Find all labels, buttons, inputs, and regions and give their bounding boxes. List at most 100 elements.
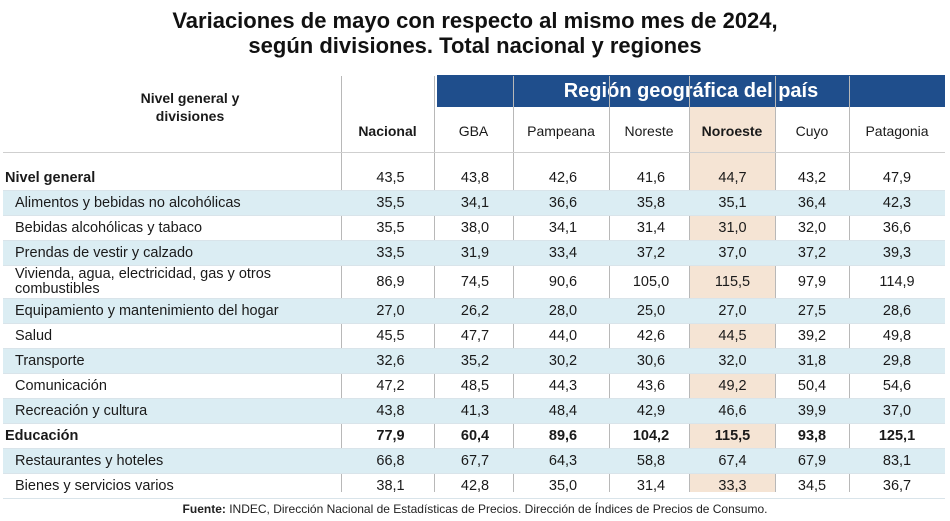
cell-pampeana: 30,2 (548, 353, 578, 369)
cell-nacional: 32,6 (376, 353, 405, 369)
cell-gba: 60,4 (460, 428, 490, 444)
cell-cuyo: 93,8 (797, 428, 827, 444)
cell-noreste: 35,8 (636, 195, 666, 211)
cell-cuyo: 50,4 (797, 378, 827, 394)
cell-nacional: 66,8 (376, 453, 405, 469)
cell-patagonia: 39,3 (882, 245, 912, 261)
cell-nacional: 38,1 (376, 478, 405, 494)
cell-pampeana: 35,0 (548, 478, 578, 494)
cell-gba: 35,2 (460, 353, 490, 369)
cell-pampeana: 28,0 (548, 303, 578, 319)
row-label: Restaurantes y hoteles (15, 453, 164, 469)
cell-noroeste: 44,7 (718, 170, 747, 186)
cell-pampeana: 44,3 (548, 378, 578, 394)
row-label: Recreación y cultura (15, 403, 148, 419)
cell-noreste: 25,0 (636, 303, 666, 319)
table-row-educacion: Educación 77,9 60,4 89,6 104,2 115,5 93,… (3, 424, 945, 449)
cell-noreste: 31,4 (636, 478, 666, 494)
cell-gba: 48,5 (460, 378, 490, 394)
cell-patagonia: 42,3 (882, 195, 912, 211)
cell-pampeana: 48,4 (548, 403, 578, 419)
table-row: Restaurantes y hoteles 66,8 67,7 64,3 58… (3, 449, 945, 474)
cell-noroeste: 67,4 (718, 453, 747, 469)
cell-cuyo: 97,9 (797, 274, 827, 290)
table-body: Nivel general 43,5 43,8 42,6 41,6 44,7 4… (3, 166, 945, 499)
source-note: Fuente: INDEC, Dirección Nacional de Est… (0, 502, 950, 516)
cell-patagonia: 125,1 (878, 428, 916, 444)
cell-gba: 31,9 (460, 245, 490, 261)
row-label: Bebidas alcohólicas y tabaco (15, 220, 203, 236)
title-line-2: según divisiones. Total nacional y regio… (248, 33, 702, 58)
cell-cuyo: 67,9 (797, 453, 827, 469)
cell-noreste: 31,4 (636, 220, 666, 236)
cell-noroeste: 46,6 (718, 403, 747, 419)
table-row: Bienes y servicios varios 38,1 42,8 35,0… (3, 474, 945, 499)
cell-patagonia: 36,6 (882, 220, 912, 236)
cell-pampeana: 33,4 (548, 245, 578, 261)
cell-nacional: 35,5 (376, 220, 405, 236)
title-line-1: Variaciones de mayo con respecto al mism… (172, 8, 778, 33)
cell-pampeana: 44,0 (548, 328, 578, 344)
cell-patagonia: 114,9 (879, 274, 915, 290)
cell-cuyo: 39,9 (797, 403, 827, 419)
cell-nacional: 47,2 (376, 378, 405, 394)
cell-noreste: 43,6 (636, 378, 666, 394)
cell-noroeste: 49,2 (718, 378, 747, 394)
cell-nacional: 43,5 (376, 170, 405, 186)
table-row: Comunicación 47,2 48,5 44,3 43,6 49,2 50… (3, 374, 945, 399)
cell-gba: 26,2 (460, 303, 490, 319)
divider-line (775, 76, 776, 492)
row-label: Educación (5, 428, 79, 444)
cell-noreste: 105,0 (632, 274, 670, 290)
table-row: Equipamiento y mantenimiento del hogar 2… (3, 299, 945, 324)
row-label: Salud (15, 328, 53, 344)
cell-noroeste: 31,0 (718, 220, 747, 236)
cell-patagonia: 47,9 (882, 170, 912, 186)
cell-pampeana: 64,3 (548, 453, 578, 469)
cell-patagonia: 36,7 (882, 478, 912, 494)
row-label: Prendas de vestir y calzado (15, 245, 194, 261)
cell-pampeana: 34,1 (548, 220, 578, 236)
cell-gba: 43,8 (460, 170, 490, 186)
cell-gba: 67,7 (460, 453, 490, 469)
cell-noreste: 42,9 (636, 403, 666, 419)
row-label: Transporte (15, 353, 85, 369)
row-label: Vivienda, agua, electricidad, gas y otro… (15, 266, 272, 297)
cell-noroeste: 27,0 (718, 303, 747, 319)
cell-patagonia: 83,1 (882, 453, 912, 469)
table-row: Transporte 32,6 35,2 30,2 30,6 32,0 31,8… (3, 349, 945, 374)
cell-noroeste: 37,0 (718, 245, 747, 261)
row-header-label: Nivel general y divisiones (100, 89, 280, 125)
cell-nacional: 43,8 (376, 403, 405, 419)
divider-line (513, 76, 514, 492)
cell-gba: 34,1 (460, 195, 490, 211)
divider-line (689, 76, 690, 492)
source-label: Fuente: (182, 502, 226, 516)
row-label: Comunicación (15, 378, 107, 394)
cell-nacional: 45,5 (376, 328, 405, 344)
cell-noreste: 58,8 (636, 453, 666, 469)
cell-patagonia: 28,6 (882, 303, 912, 319)
cell-patagonia: 29,8 (882, 353, 912, 369)
cell-nacional: 86,9 (376, 274, 405, 290)
cell-noroeste: 115,5 (714, 274, 751, 290)
cell-cuyo: 43,2 (797, 170, 827, 186)
cell-noroeste: 32,0 (718, 353, 747, 369)
column-header-gba: GBA (458, 123, 489, 139)
cell-gba: 38,0 (460, 220, 490, 236)
cell-nacional: 35,5 (376, 195, 405, 211)
cell-noroeste: 35,1 (718, 195, 747, 211)
source-text: INDEC, Dirección Nacional de Estadística… (229, 502, 768, 516)
cell-noreste: 41,6 (636, 170, 666, 186)
cell-cuyo: 27,5 (797, 303, 827, 319)
cell-nacional: 27,0 (376, 303, 405, 319)
cell-gba: 42,8 (460, 478, 490, 494)
cell-cuyo: 36,4 (797, 195, 827, 211)
cell-noreste: 42,6 (636, 328, 666, 344)
region-banner: Región geográfica del país (437, 75, 945, 107)
divider-line (341, 76, 342, 492)
cell-cuyo: 32,0 (797, 220, 827, 236)
table-row: Alimentos y bebidas no alcohólicas 35,5 … (3, 191, 945, 216)
row-label: Alimentos y bebidas no alcohólicas (15, 195, 241, 211)
cell-pampeana: 89,6 (548, 428, 578, 444)
